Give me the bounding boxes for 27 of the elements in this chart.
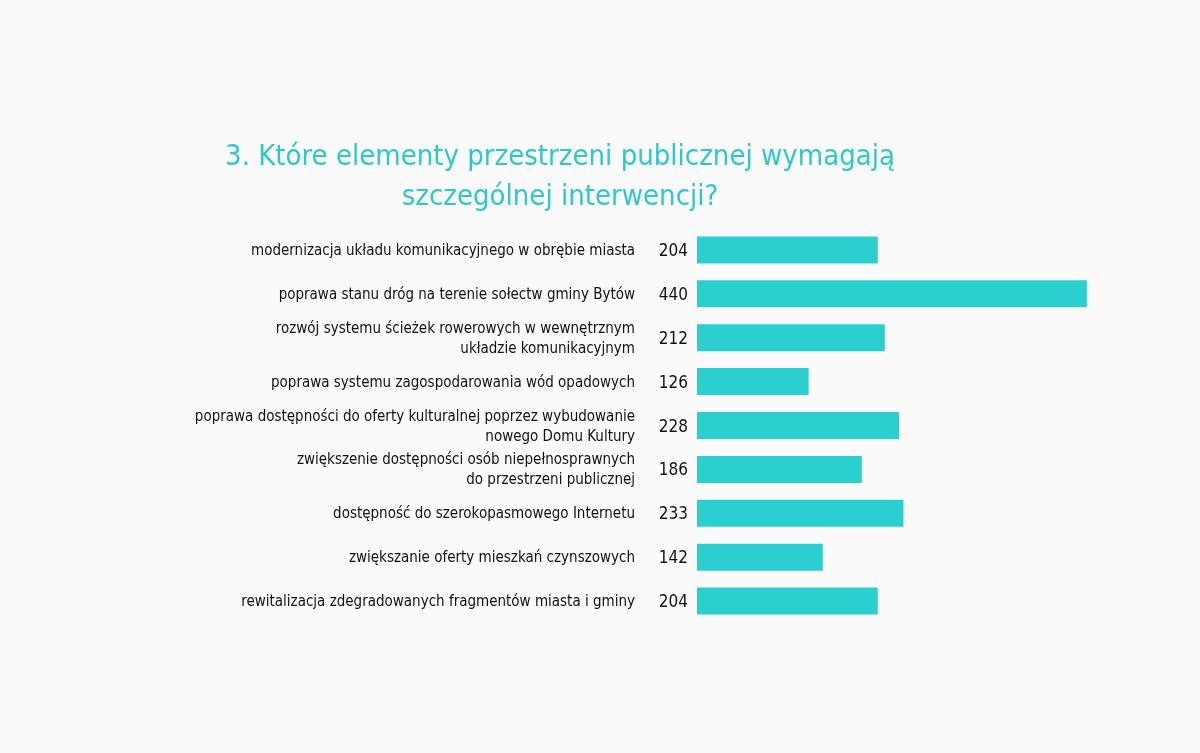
data-label: 228 — [658, 415, 688, 436]
data-label: 204 — [658, 591, 688, 612]
y-tick-label: poprawa stanu dróg na terenie sołectw gminy Bytów — [278, 284, 635, 303]
data-label: 212 — [658, 327, 688, 348]
data-label: 186 — [658, 459, 688, 480]
bar — [697, 412, 900, 439]
bar — [697, 587, 878, 615]
bar — [697, 280, 1087, 308]
bar — [697, 236, 878, 264]
bar — [697, 455, 862, 483]
y-tick-label: dostępność do szerokopasmowego Internetu — [333, 504, 635, 523]
bar — [697, 368, 809, 396]
y-tick-label: modernizacja układu komunikacyjnego w obrębie miasta — [251, 240, 635, 259]
data-label: 233 — [658, 503, 688, 524]
data-label: 126 — [658, 371, 688, 392]
data-label: 142 — [658, 547, 688, 568]
y-tick-label: rewitalizacja zdegradowanych fragmentów miasta i gminy — [241, 592, 636, 611]
data-label: 440 — [658, 283, 688, 304]
bar — [697, 499, 904, 527]
y-tick-label: rozwój systemu ścieżek rowerowych w wewnętrznym układzie komunikacyjnym — [275, 318, 635, 357]
bar — [697, 543, 823, 571]
y-tick-label: poprawa systemu zagospodarowania wód opadowych — [271, 372, 635, 391]
y-tick-label: zwiększanie oferty mieszkań czynszowych — [348, 548, 635, 567]
y-tick-label: zwiększenie dostępności osób niepełnosprawnych do przestrzeni publicznej — [296, 450, 635, 489]
data-label: 204 — [658, 239, 688, 260]
chart-title: 3. Które elementy przestrzeni publicznej wymagają szczególnej interwencji? — [225, 138, 895, 212]
bar — [697, 324, 885, 352]
